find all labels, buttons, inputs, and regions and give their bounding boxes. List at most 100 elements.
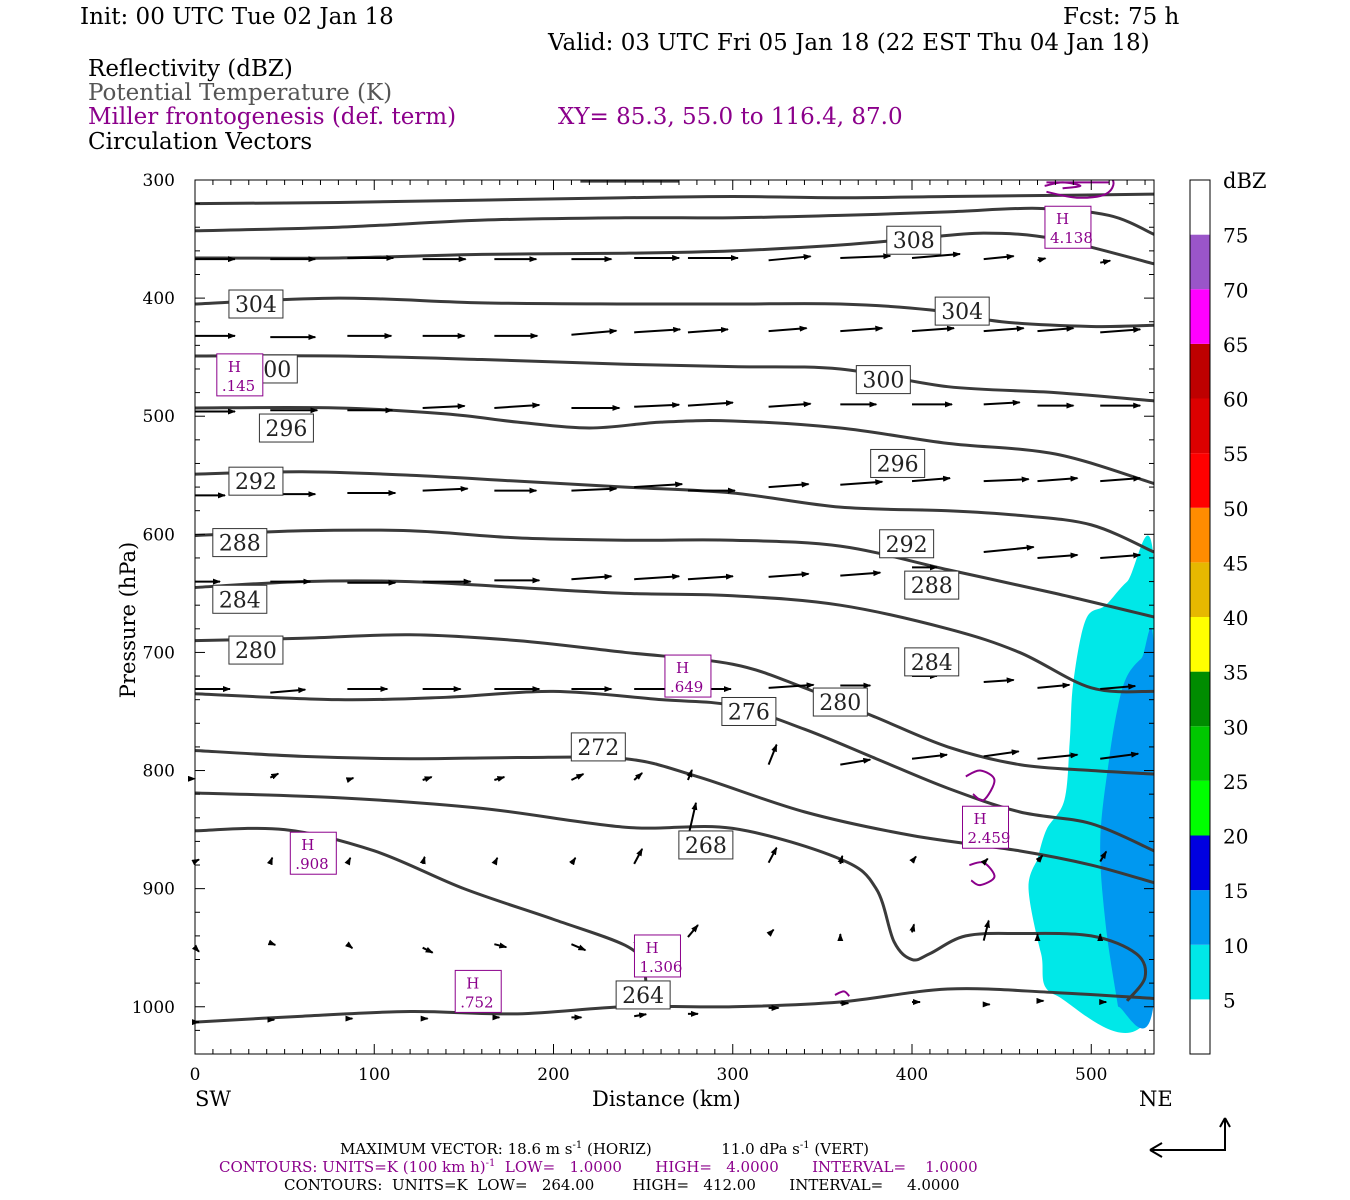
y-tick-label: 700	[143, 643, 175, 663]
circulation-vector	[686, 769, 693, 781]
theta-contour	[195, 192, 1154, 206]
circulation-vector	[982, 919, 990, 941]
circulation-vector	[767, 743, 778, 766]
theta-contour-288	[195, 528, 1154, 619]
fronto-max-letter: H	[301, 836, 314, 854]
theta-label: 300	[862, 369, 904, 394]
circulation-vector	[840, 479, 884, 486]
theta-label-box	[870, 448, 926, 478]
circulation-vector	[571, 485, 618, 492]
axes-layer: 0 100 200 300 400 500 300 400 500 600 700 800 900 100…	[132, 171, 1154, 1085]
frontogenesis-contour	[969, 861, 996, 887]
circulation-vector	[768, 253, 812, 262]
circulation-vector	[1100, 552, 1142, 559]
colorbar-swatch	[1190, 562, 1210, 617]
fronto-max-box	[633, 934, 681, 978]
colorbar: 5 10 15 20 25 30 35 40 45 50 55 60 65 70 75	[1189, 179, 1248, 1055]
footer-fronto-contours: CONTOURS: UNITS=K (100 km h)-1 LOW= 1.00…	[219, 1158, 978, 1176]
colorbar-swatch	[1190, 343, 1210, 399]
theta-label: 280	[819, 691, 861, 716]
field-potential-temperature: Potential Temperature (K)	[88, 80, 393, 106]
fronto-max-value: 2.459	[968, 829, 1011, 847]
circulation-vector	[634, 326, 682, 334]
colorbar-tick-label: 70	[1223, 278, 1248, 302]
theta-label: 268	[685, 834, 727, 859]
circulation-vector	[1037, 682, 1071, 689]
fronto-max-box	[664, 654, 712, 698]
colorbar-tick-label: 50	[1223, 497, 1248, 521]
colorbar-swatch	[1190, 944, 1210, 1000]
footer-max-vector: MAXIMUM VECTOR: 18.6 m s-1 (HORIZ) 11.0 …	[340, 1140, 869, 1158]
colorbar-tick-label: 35	[1223, 661, 1248, 685]
circulation-vector	[983, 749, 1020, 758]
circulation-vector	[569, 857, 577, 866]
circulation-vector	[840, 570, 882, 577]
theta-contour-300	[195, 354, 1154, 403]
colorbar-tick-label: 30	[1223, 715, 1248, 739]
circulation-vector	[1037, 752, 1079, 760]
fronto-max-letter: H	[974, 810, 987, 828]
circulation-vector	[909, 923, 916, 933]
circulation-vector	[840, 757, 872, 766]
circulation-vector	[266, 856, 274, 866]
fronto-max-letter: H	[228, 358, 241, 376]
plot-frame	[194, 179, 1155, 1055]
fronto-contour-range: LOW= 1.0000 HIGH= 4.0000 INTERVAL= 1.000…	[495, 1158, 978, 1176]
circulation-vector	[1100, 259, 1112, 265]
theta-label-box	[904, 647, 960, 677]
circulation-vector	[983, 476, 1030, 483]
x-tick-label: 100	[358, 1065, 390, 1085]
circulation-vector	[911, 475, 952, 483]
circulation-vector	[983, 399, 1021, 406]
fronto-max-box	[1044, 205, 1092, 249]
x-tick-label: 500	[1075, 1065, 1107, 1085]
colorbar-tick-label: 10	[1223, 934, 1248, 958]
max-vector-horiz: MAXIMUM VECTOR: 18.6 m s	[340, 1140, 573, 1158]
circulation-vector	[634, 1012, 648, 1019]
frontogenesis-contour	[1046, 180, 1115, 199]
fronto-max-letter: H	[466, 974, 479, 992]
circulation-vector	[422, 485, 469, 492]
fronto-contour-units-exp: -1	[485, 1158, 496, 1169]
circulation-vector	[494, 942, 508, 949]
vector-scale-arrow-icon	[1149, 1117, 1231, 1158]
theta-label: 308	[893, 229, 935, 254]
colorbar-border	[1189, 179, 1211, 1055]
theta-label-box	[228, 289, 284, 319]
fronto-max-box	[454, 969, 502, 1013]
circulation-vector	[570, 773, 585, 781]
colorbar-tick-label: 75	[1223, 224, 1248, 248]
fronto-max-letter: H	[1056, 210, 1069, 228]
field-reflectivity: Reflectivity (dBZ)	[88, 56, 293, 82]
theta-label: 304	[941, 300, 983, 325]
y-tick-label: 400	[143, 289, 175, 309]
circulation-vector	[909, 855, 917, 864]
theta-label: 296	[877, 452, 919, 477]
circulation-vector	[634, 481, 684, 489]
colorbar-swatch	[1190, 671, 1210, 727]
circulation-vector	[422, 946, 434, 954]
circulation-vector	[491, 856, 499, 866]
circulation-vector	[269, 772, 280, 780]
fronto-max-letter: H	[676, 659, 689, 677]
init-time: Init: 00 UTC Tue 02 Jan 18	[80, 4, 394, 30]
theta-label-box	[228, 635, 284, 665]
colorbar-swatch	[1190, 999, 1210, 1054]
circulation-vector	[768, 481, 810, 489]
fronto-max-value: .752	[460, 993, 493, 1011]
fronto-max-box	[289, 831, 337, 875]
theta-contour-264	[195, 987, 1154, 1024]
y-tick-label: 600	[143, 525, 175, 545]
circulation-vector	[1100, 751, 1140, 760]
theta-contour-284	[195, 579, 1154, 694]
circulation-vector	[983, 325, 1025, 333]
colorbar-tick-label: 40	[1223, 606, 1248, 630]
circulation-vector	[911, 325, 956, 333]
theta-label: 296	[265, 417, 307, 442]
theta-label-box	[855, 365, 911, 395]
theta-label-box	[615, 980, 671, 1010]
max-vector-vert-unit: (VERT)	[809, 1140, 869, 1158]
circulation-vector	[1037, 325, 1075, 333]
circulation-vector	[911, 251, 962, 259]
valid-time: Valid: 03 UTC Fri 05 Jan 18 (22 EST Thu …	[548, 30, 1150, 56]
